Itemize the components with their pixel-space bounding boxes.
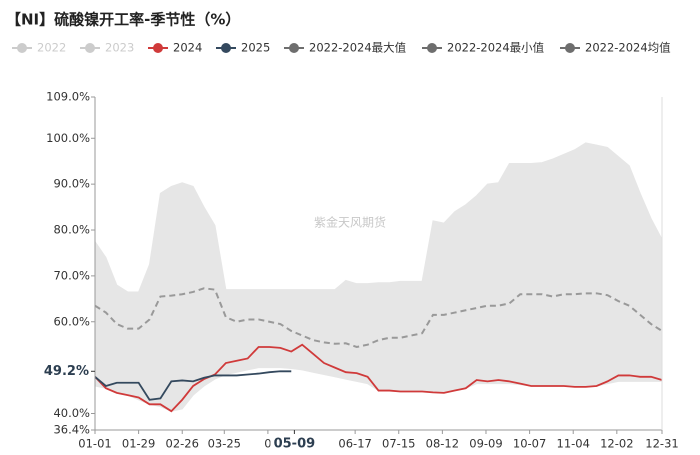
x-tick-label: 0 [264,437,271,451]
x-tick-label: 06-17 [338,437,371,451]
range-band [95,142,662,412]
chart-title: 【NI】硫酸镍开工率-季节性（%） [6,11,240,29]
series-line [94,343,663,413]
y-tick-label: 100.0% [46,131,90,145]
y-highlight-bg [40,362,93,381]
series-line [94,370,292,401]
x-highlight-bg [270,435,319,453]
x-tick-label: 11-04 [557,437,590,451]
y-tick-label: 40.0% [53,406,90,420]
x-tick-label: 02-26 [166,437,199,451]
max-line [94,142,663,293]
x-highlight-label: 05-09 [274,437,316,452]
legend-marker[interactable] [221,43,231,53]
y-tick-label: 70.0% [53,268,90,282]
legend-label[interactable]: 2022-2024最小值 [447,41,545,55]
legend-marker[interactable] [565,43,575,53]
y-tick-label: 36.4% [53,423,90,437]
x-tick-label: 07-15 [382,437,415,451]
x-tick-label: 10-07 [513,437,546,451]
y-tick-label: 90.0% [53,177,90,191]
y-tick-label: 80.0% [53,223,90,237]
x-tick-label: 01-01 [78,437,111,451]
x-tick-label: 12-31 [645,437,678,451]
x-tick-label: 08-12 [426,437,459,451]
legend-marker[interactable] [427,43,437,53]
legend-label[interactable]: 2025 [241,41,270,55]
legend-marker[interactable] [85,43,95,53]
x-tick-label: 03-25 [208,437,241,451]
y-highlight-label: 49.2% [44,364,89,379]
y-tick-label: 109.0% [46,90,90,104]
x-tick-label: 12-02 [600,437,633,451]
legend-marker[interactable] [153,43,163,53]
legend-label[interactable]: 2022-2024最大值 [309,41,407,55]
legend-label[interactable]: 2024 [173,41,202,55]
x-tick-label: 09-09 [469,437,502,451]
legend-label[interactable]: 2023 [105,41,134,55]
legend-label[interactable]: 2022-2024均值 [585,41,671,55]
legend-marker[interactable] [17,43,27,53]
mean-line [94,287,663,349]
watermark: 紫金天风期货 [314,215,386,230]
x-tick-label: 01-29 [122,437,155,451]
y-tick-label: 60.0% [53,314,90,328]
legend-marker[interactable] [289,43,299,53]
legend-label[interactable]: 2022 [37,41,66,55]
